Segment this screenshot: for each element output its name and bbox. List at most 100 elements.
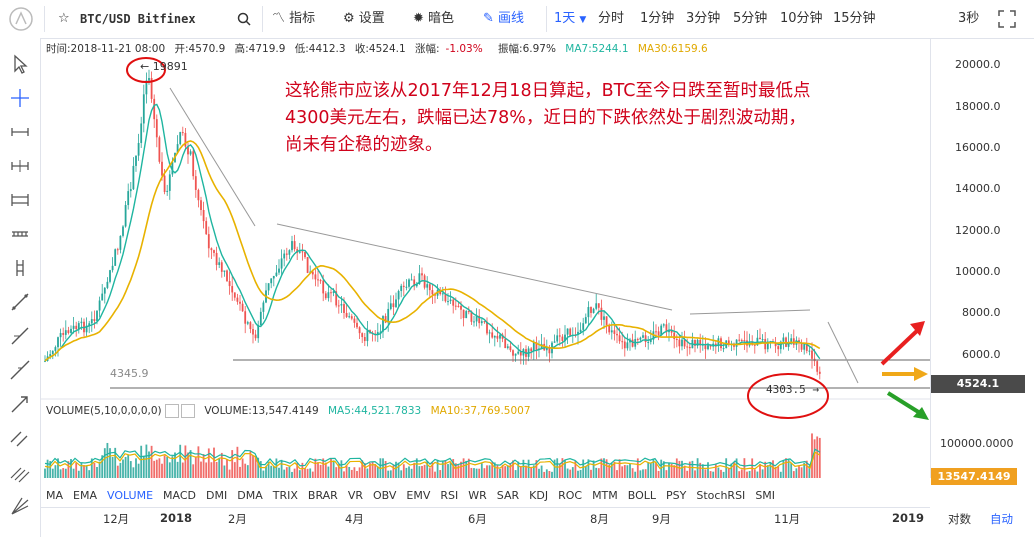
search-icon[interactable]	[237, 0, 251, 38]
refresh-rate[interactable]: 3秒	[958, 11, 980, 26]
candle-body	[129, 189, 132, 192]
volume-bar	[519, 465, 522, 478]
interval-3m[interactable]: 3分钟	[686, 11, 721, 26]
interval-15m[interactable]: 15分钟	[833, 11, 876, 26]
settings-icon[interactable]	[164, 404, 179, 418]
indicator-tab-kdj[interactable]: KDJ	[529, 489, 549, 502]
volume-bar	[790, 462, 793, 478]
price-axis[interactable]	[930, 38, 1034, 478]
volume-bar	[452, 459, 455, 478]
candle-body	[124, 205, 127, 227]
volume-bar	[106, 442, 109, 478]
volume-bar	[556, 458, 559, 478]
indicator-tab-vr[interactable]: VR	[347, 489, 363, 502]
indicator-tab-ma[interactable]: MA	[46, 489, 64, 502]
volume-bar	[571, 467, 574, 478]
interval-select[interactable]: 1天 ▼	[554, 11, 587, 26]
crosshair-icon[interactable]	[8, 86, 32, 110]
interval-1m[interactable]: 1分钟	[640, 11, 675, 26]
time-axis[interactable]	[40, 507, 930, 538]
candle-body	[579, 329, 582, 332]
volume-bar	[77, 470, 80, 478]
candle-body	[665, 324, 668, 333]
volume-bar	[257, 457, 260, 478]
volume-bar	[709, 471, 712, 478]
indicator-tab-trix[interactable]: TRIX	[272, 489, 298, 502]
fib-icon[interactable]	[8, 222, 32, 246]
x-tick: 2018	[160, 511, 193, 525]
volume-bar	[158, 458, 161, 478]
candle-body	[454, 305, 457, 307]
log-scale-toggle[interactable]: 对数	[948, 512, 971, 526]
candle-body	[777, 346, 780, 350]
parallel-channel-icon[interactable]	[8, 426, 32, 450]
candle-body	[790, 338, 793, 342]
volume-bar	[657, 470, 660, 478]
dark-mode-button[interactable]: ✹ 暗色	[413, 11, 455, 26]
arrow-line-icon[interactable]	[8, 392, 32, 416]
indicator-tab-smi[interactable]: SMI	[755, 489, 776, 502]
candle-body	[57, 337, 59, 348]
volume-bar	[748, 470, 751, 478]
candle-body	[441, 293, 444, 295]
price-line-icon[interactable]	[8, 154, 32, 178]
gann-fan-icon[interactable]	[8, 494, 32, 518]
volume-bar	[124, 457, 127, 478]
auto-scale-toggle[interactable]: 自动	[990, 512, 1013, 526]
interval-5m[interactable]: 5分钟	[733, 11, 768, 26]
candle-body	[431, 290, 434, 295]
horizontal-line-icon[interactable]	[8, 120, 32, 144]
ray-icon[interactable]	[8, 324, 32, 348]
cursor-icon[interactable]	[8, 52, 32, 76]
indicators-button[interactable]: 〽 指标	[272, 11, 316, 26]
indicator-tab-ema[interactable]: EMA	[73, 489, 97, 502]
pitchfork-icon[interactable]	[8, 460, 32, 484]
indicator-tab-mtm[interactable]: MTM	[592, 489, 618, 502]
indicator-tab-emv[interactable]: EMV	[406, 489, 431, 502]
indicator-tab-dma[interactable]: DMA	[237, 489, 263, 502]
indicator-tab-boll[interactable]: BOLL	[627, 489, 657, 502]
fullscreen-icon[interactable]	[998, 0, 1016, 38]
symbol-name[interactable]: BTC/USD Bitfinex	[80, 12, 196, 26]
extended-line-icon[interactable]	[8, 358, 32, 382]
indicator-tab-sar[interactable]: SAR	[496, 489, 520, 502]
volume-bar	[595, 467, 598, 478]
draw-button[interactable]: ✎ 画线	[483, 11, 525, 26]
volume-bar	[272, 465, 275, 478]
volume-bar	[75, 462, 78, 478]
indicator-tab-rsi[interactable]: RSI	[440, 489, 459, 502]
candlestick-chart[interactable]	[40, 38, 930, 508]
app-logo[interactable]	[8, 0, 34, 38]
vertical-channel-icon[interactable]	[8, 256, 32, 280]
volume-bar	[306, 468, 309, 478]
indicator-tab-brar[interactable]: BRAR	[307, 489, 338, 502]
volume-bar	[171, 456, 174, 478]
volume-bar	[428, 468, 431, 478]
candle-body	[688, 347, 691, 349]
favorite-star-icon[interactable]: ☆	[58, 11, 70, 26]
indicator-tab-volume[interactable]: VOLUME	[106, 489, 154, 502]
indicator-tab-macd[interactable]: MACD	[163, 489, 197, 502]
volume-bar	[200, 461, 202, 478]
indicator-tab-psy[interactable]: PSY	[666, 489, 687, 502]
candle-body	[382, 316, 384, 332]
trend-line-icon[interactable]	[8, 290, 32, 314]
settings-button[interactable]: ⚙ 设置	[343, 11, 385, 26]
volume-bar	[712, 471, 715, 478]
candle-body	[782, 337, 785, 342]
channel-icon[interactable]	[8, 188, 32, 212]
indicator-tab-dmi[interactable]: DMI	[206, 489, 228, 502]
volume-ma10: MA10:37,769.5007	[430, 405, 531, 417]
candle-body	[662, 324, 665, 326]
interval-10m[interactable]: 10分钟	[780, 11, 823, 26]
close-icon[interactable]	[180, 404, 195, 418]
indicator-tab-stochrsi[interactable]: StochRSI	[696, 489, 746, 502]
volume-bar	[387, 470, 390, 478]
indicator-tab-wr[interactable]: WR	[468, 489, 487, 502]
indicator-tab-roc[interactable]: ROC	[558, 489, 583, 502]
interval-timeline[interactable]: 分时	[598, 11, 625, 26]
candle-body	[207, 234, 210, 249]
indicator-tab-obv[interactable]: OBV	[373, 489, 397, 502]
candle-body	[608, 324, 611, 333]
volume-bar	[545, 469, 548, 478]
